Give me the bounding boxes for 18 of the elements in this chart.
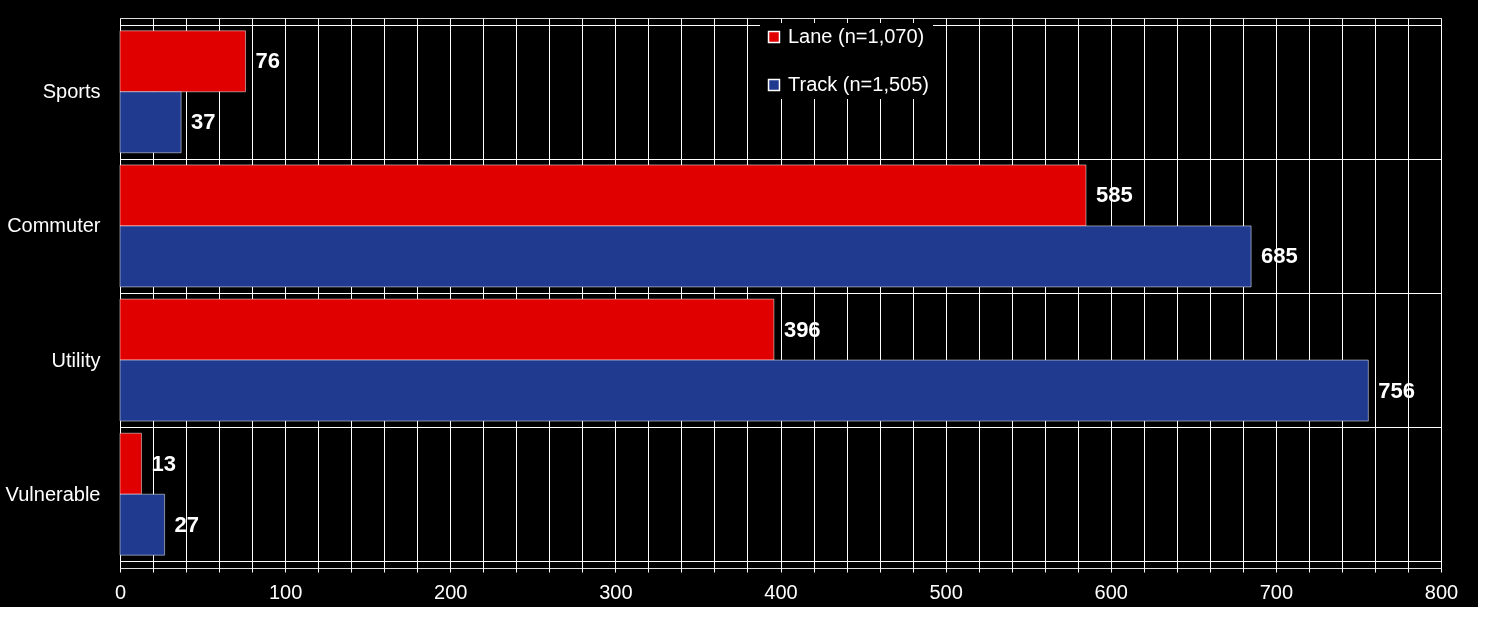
x-tick-label: 700: [1259, 580, 1294, 603]
x-tick-label: 500: [929, 580, 963, 603]
x-tick-label: 400: [764, 580, 798, 603]
x-tick-label: 0: [114, 580, 127, 603]
x-tick-label: 800: [1424, 580, 1459, 603]
data-label: 37: [191, 109, 216, 135]
x-tick-label: 100: [268, 580, 303, 603]
x-tick-label: 300: [599, 580, 633, 603]
x-tick-label: 200: [434, 580, 468, 603]
x-tick-label: 600: [1094, 580, 1128, 603]
data-label: 76: [255, 48, 280, 74]
data-label: 13: [151, 450, 176, 476]
legend-label: Track (n=1,505): [788, 73, 929, 95]
legend-label: Lane (n=1,070): [788, 25, 925, 47]
y-tick-label: Vulnerable: [5, 482, 101, 505]
y-tick-label: Commuter: [7, 214, 101, 237]
y-tick-label: Utility: [51, 348, 101, 371]
y-tick-label: Sports: [42, 80, 101, 103]
